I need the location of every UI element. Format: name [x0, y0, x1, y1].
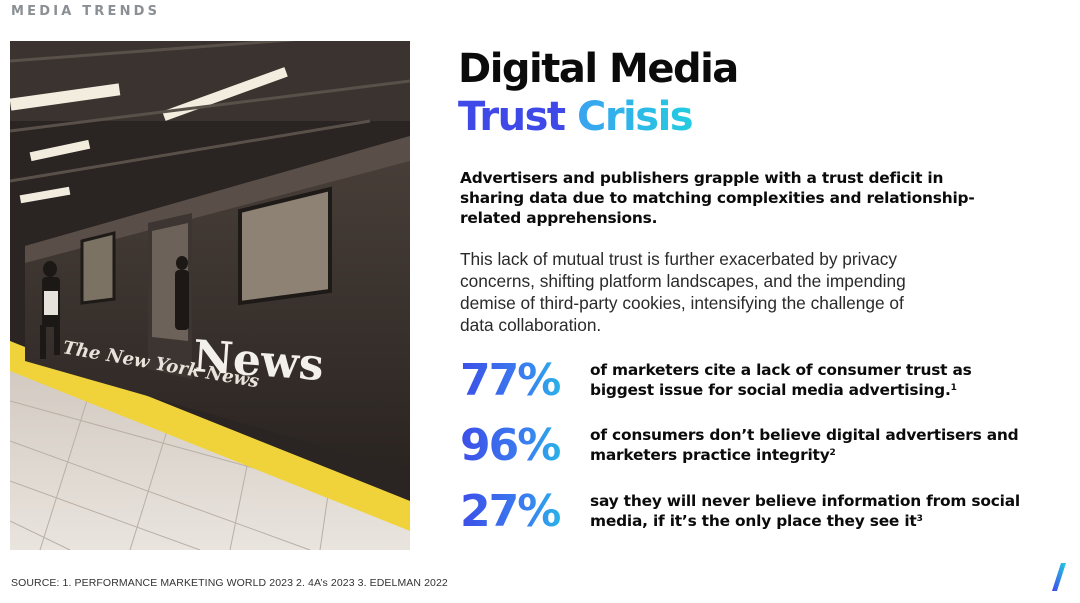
stat-text: of marketers cite a lack of consumer tru… [590, 361, 972, 399]
footnote-ref: 2 [829, 448, 836, 458]
title-word-trust: Trust [458, 94, 566, 140]
page-title: Digital Media Trust Crisis [458, 45, 739, 141]
stat-value: 77% [460, 356, 580, 406]
train-lettering: News [191, 331, 325, 391]
body-paragraph: This lack of mutual trust is further exa… [460, 249, 906, 335]
stat-27: 27% say they will never believe informat… [460, 487, 1060, 547]
subway-train-photo: The New York News News [10, 41, 410, 550]
stat-text: say they will never believe information … [590, 492, 1020, 530]
title-word-crisis: Crisis [576, 94, 694, 140]
title-line-1: Digital Media [458, 46, 739, 92]
section-label: MEDIA TRENDS [11, 4, 161, 19]
slash-logo-icon [1052, 563, 1066, 591]
stat-value: 96% [460, 421, 580, 471]
stat-value: 27% [460, 487, 580, 537]
stat-96: 96% of consumers don’t believe digital a… [460, 421, 1060, 481]
stat-text: of consumers don’t believe digital adver… [590, 426, 1019, 464]
footnote-ref: 1 [950, 383, 957, 393]
stat-description: say they will never believe information … [590, 491, 1040, 531]
stat-77: 77% of marketers cite a lack of consumer… [460, 356, 1060, 416]
title-line-2: Trust Crisis [458, 94, 694, 140]
stat-description: of consumers don’t believe digital adver… [590, 425, 1040, 465]
footnote-ref: 3 [916, 514, 923, 524]
stat-description: of marketers cite a lack of consumer tru… [590, 360, 1040, 400]
lead-paragraph: Advertisers and publishers grapple with … [460, 169, 975, 227]
source-footnote: SOURCE: 1. PERFORMANCE MARKETING WORLD 2… [11, 577, 448, 589]
